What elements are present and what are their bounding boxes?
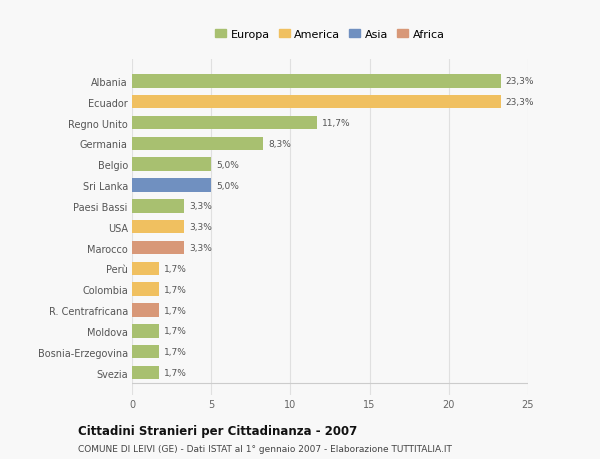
Text: 1,7%: 1,7%	[164, 306, 187, 315]
Text: 3,3%: 3,3%	[189, 223, 212, 232]
Text: COMUNE DI LEIVI (GE) - Dati ISTAT al 1° gennaio 2007 - Elaborazione TUTTITALIA.I: COMUNE DI LEIVI (GE) - Dati ISTAT al 1° …	[78, 444, 452, 453]
Bar	[132, 75, 501, 89]
Bar	[132, 345, 159, 359]
Text: 1,7%: 1,7%	[164, 285, 187, 294]
Text: 5,0%: 5,0%	[216, 160, 239, 169]
Bar	[132, 200, 184, 213]
Legend: Europa, America, Asia, Africa: Europa, America, Asia, Africa	[211, 25, 449, 44]
Text: 1,7%: 1,7%	[164, 264, 187, 273]
Bar	[132, 366, 159, 380]
Text: 1,7%: 1,7%	[164, 347, 187, 357]
Bar	[132, 262, 159, 275]
Text: 5,0%: 5,0%	[216, 181, 239, 190]
Bar	[132, 179, 211, 192]
Text: 8,3%: 8,3%	[268, 140, 291, 149]
Text: 1,7%: 1,7%	[164, 327, 187, 336]
Text: 3,3%: 3,3%	[189, 202, 212, 211]
Text: 23,3%: 23,3%	[506, 98, 535, 107]
Text: 23,3%: 23,3%	[506, 77, 535, 86]
Text: 1,7%: 1,7%	[164, 368, 187, 377]
Bar	[132, 241, 184, 255]
Text: 11,7%: 11,7%	[322, 119, 351, 128]
Bar	[132, 95, 501, 109]
Bar	[132, 283, 159, 297]
Bar	[132, 158, 211, 172]
Bar	[132, 220, 184, 234]
Bar	[132, 117, 317, 130]
Bar	[132, 303, 159, 317]
Text: Cittadini Stranieri per Cittadinanza - 2007: Cittadini Stranieri per Cittadinanza - 2…	[78, 424, 357, 437]
Text: 3,3%: 3,3%	[189, 244, 212, 252]
Bar	[132, 137, 263, 151]
Bar	[132, 325, 159, 338]
